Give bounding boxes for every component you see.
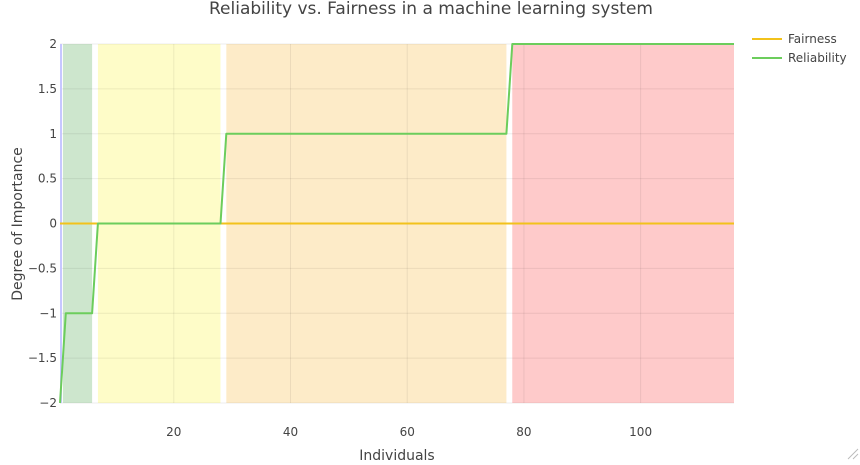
y-tick-label-5: 0.5	[38, 172, 57, 186]
chart-title: Reliability vs. Fairness in a machine le…	[209, 0, 653, 19]
resize-handle-icon[interactable]	[847, 448, 859, 460]
x-tick-label-3: 80	[516, 425, 531, 439]
x-tick-label-1: 40	[283, 425, 298, 439]
y-tick-label-8: 2	[49, 37, 57, 51]
y-tick-label-2: −1	[39, 306, 57, 320]
legend-label-fairness: Fairness	[788, 32, 837, 46]
x-tick-label-0: 20	[166, 425, 181, 439]
y-tick-label-4: 0	[49, 217, 57, 231]
legend: Fairness Reliability	[752, 32, 847, 65]
x-tick-label-2: 60	[400, 425, 415, 439]
y-tick-label-6: 1	[49, 127, 57, 141]
plot-series	[59, 43, 734, 404]
x-axis-title: Individuals	[359, 448, 434, 461]
y-tick-label-3: −0.5	[28, 261, 57, 275]
x-tick-label-4: 100	[629, 425, 652, 439]
y-tick-label-0: −2	[39, 396, 57, 410]
y-tick-label-7: 1.5	[38, 82, 57, 96]
tick-labels: 20 40 60 80 100 −2 −1.5 −1 −0.5 0 0.5 1 1.5 2	[28, 37, 652, 439]
y-axis-title: Degree of Importance	[10, 147, 26, 301]
series-line-reliability	[59, 43, 734, 404]
y-tick-label-1: −1.5	[28, 351, 57, 365]
legend-label-reliability: Reliability	[788, 51, 847, 65]
